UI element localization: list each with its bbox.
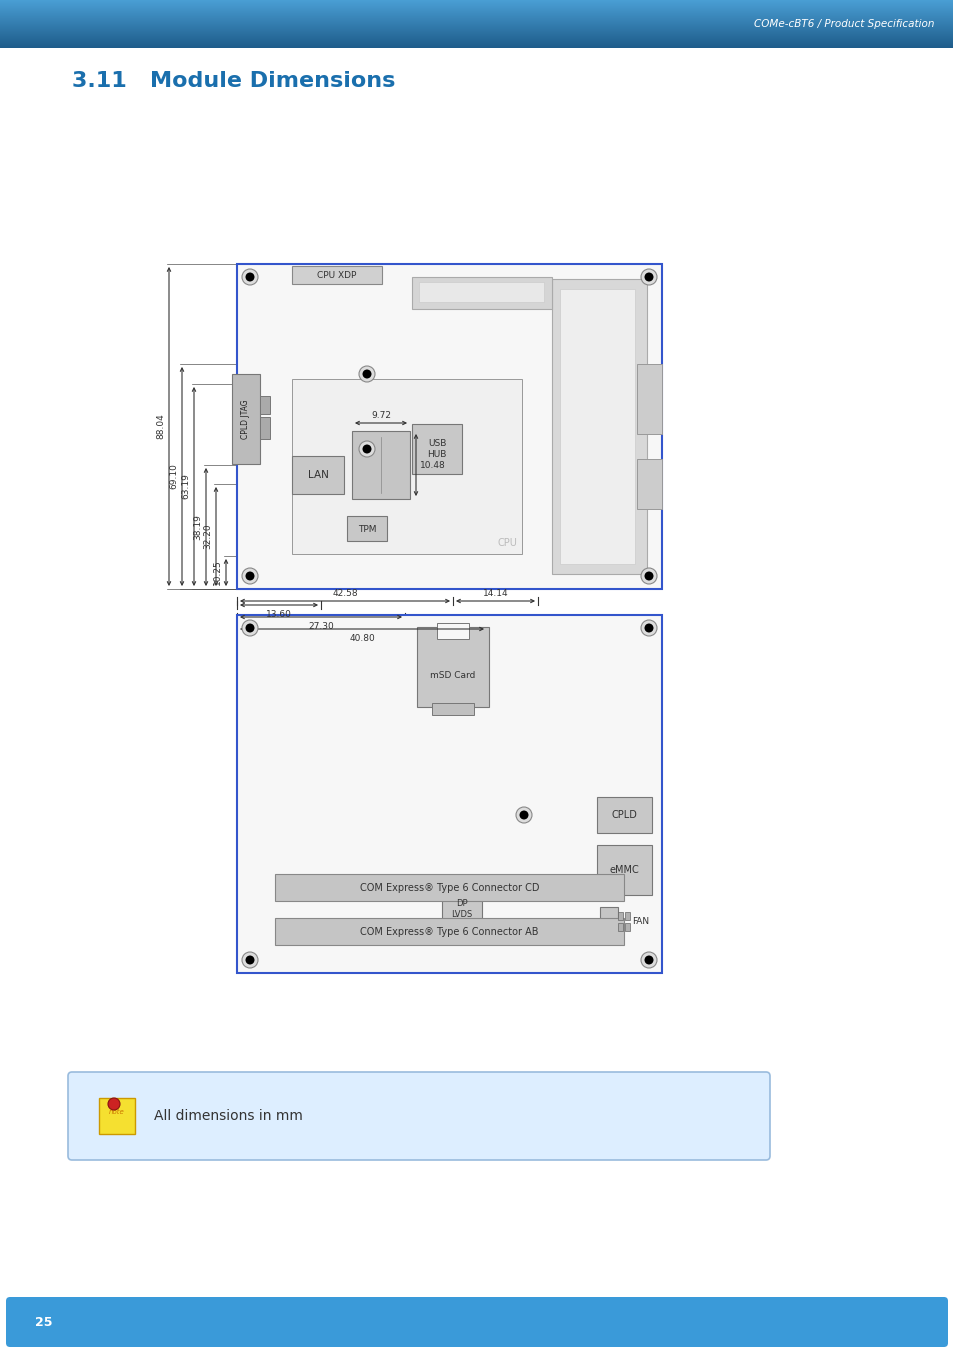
Circle shape bbox=[644, 273, 653, 281]
Bar bbox=[292, 457, 344, 494]
Circle shape bbox=[242, 269, 257, 285]
Bar bbox=[274, 874, 623, 901]
Text: 14.14: 14.14 bbox=[482, 589, 508, 598]
Bar bbox=[416, 627, 489, 707]
Bar bbox=[274, 917, 623, 944]
Bar bbox=[618, 923, 622, 931]
Text: 3.11   Module Dimensions: 3.11 Module Dimensions bbox=[71, 72, 395, 91]
Text: 10.25: 10.25 bbox=[213, 559, 222, 585]
Text: 13.60: 13.60 bbox=[266, 611, 292, 619]
Text: 69.10: 69.10 bbox=[169, 463, 178, 489]
Text: note: note bbox=[109, 1109, 125, 1115]
Text: 38.19: 38.19 bbox=[193, 515, 202, 540]
Bar bbox=[412, 424, 461, 474]
Text: COM Express® Type 6 Connector AB: COM Express® Type 6 Connector AB bbox=[360, 927, 538, 938]
Bar bbox=[260, 396, 270, 413]
Text: mSD Card: mSD Card bbox=[430, 670, 476, 680]
Text: 25: 25 bbox=[35, 1316, 52, 1328]
Bar bbox=[412, 277, 552, 309]
Bar bbox=[260, 417, 270, 439]
Circle shape bbox=[640, 620, 657, 636]
Circle shape bbox=[358, 366, 375, 382]
Text: COMe-cBT6 / Product Specification: COMe-cBT6 / Product Specification bbox=[754, 19, 934, 28]
Bar bbox=[599, 907, 618, 935]
Bar bbox=[99, 1098, 135, 1133]
Text: 27.30: 27.30 bbox=[308, 621, 334, 631]
Text: 63.19: 63.19 bbox=[181, 474, 190, 500]
Bar bbox=[347, 516, 387, 540]
Circle shape bbox=[640, 269, 657, 285]
Bar bbox=[597, 844, 651, 894]
Bar bbox=[618, 912, 622, 920]
Circle shape bbox=[245, 955, 254, 965]
Text: 10.48: 10.48 bbox=[419, 461, 445, 470]
Circle shape bbox=[644, 571, 653, 581]
Text: CPU XDP: CPU XDP bbox=[317, 270, 356, 280]
Bar bbox=[236, 615, 661, 973]
Bar bbox=[418, 282, 543, 303]
Bar bbox=[559, 289, 635, 563]
Bar bbox=[232, 374, 260, 463]
Bar bbox=[236, 263, 661, 589]
Circle shape bbox=[516, 807, 532, 823]
Bar bbox=[436, 623, 469, 639]
Bar bbox=[441, 893, 481, 925]
Text: DP
LVDS: DP LVDS bbox=[451, 900, 472, 919]
Circle shape bbox=[362, 444, 371, 454]
Text: COM Express® Type 6 Connector CD: COM Express® Type 6 Connector CD bbox=[359, 884, 538, 893]
Text: CPLD: CPLD bbox=[611, 811, 637, 820]
Circle shape bbox=[362, 370, 371, 378]
Text: FAN: FAN bbox=[631, 916, 648, 925]
Text: USB
HUB: USB HUB bbox=[427, 439, 446, 459]
FancyBboxPatch shape bbox=[6, 1297, 947, 1347]
Bar bbox=[352, 431, 410, 499]
Bar bbox=[624, 912, 629, 920]
Bar bbox=[292, 266, 381, 284]
Circle shape bbox=[108, 1098, 120, 1111]
Text: All dimensions in mm: All dimensions in mm bbox=[153, 1109, 302, 1123]
Text: eMMC: eMMC bbox=[608, 865, 639, 875]
FancyBboxPatch shape bbox=[68, 1071, 769, 1161]
Text: 40.80: 40.80 bbox=[349, 634, 375, 643]
Bar bbox=[597, 797, 651, 834]
Bar bbox=[624, 923, 629, 931]
Circle shape bbox=[640, 567, 657, 584]
Circle shape bbox=[245, 624, 254, 632]
Circle shape bbox=[644, 624, 653, 632]
Text: CPLD JTAG: CPLD JTAG bbox=[241, 399, 251, 439]
Circle shape bbox=[245, 571, 254, 581]
Circle shape bbox=[519, 811, 528, 820]
Circle shape bbox=[245, 273, 254, 281]
Bar bbox=[292, 380, 521, 554]
Bar bbox=[432, 703, 474, 715]
Text: 42.58: 42.58 bbox=[332, 589, 357, 598]
Circle shape bbox=[242, 952, 257, 969]
Bar bbox=[637, 363, 661, 434]
Circle shape bbox=[358, 440, 375, 457]
Circle shape bbox=[644, 955, 653, 965]
Bar bbox=[552, 280, 646, 574]
Circle shape bbox=[242, 567, 257, 584]
Bar bbox=[637, 459, 661, 509]
Text: 88.04: 88.04 bbox=[156, 413, 165, 439]
Text: 9.72: 9.72 bbox=[371, 411, 391, 420]
Circle shape bbox=[242, 620, 257, 636]
Text: CPU: CPU bbox=[497, 538, 517, 549]
Circle shape bbox=[640, 952, 657, 969]
Text: TPM: TPM bbox=[357, 524, 375, 534]
Text: LAN: LAN bbox=[307, 470, 328, 480]
Text: 32.20: 32.20 bbox=[203, 524, 212, 550]
